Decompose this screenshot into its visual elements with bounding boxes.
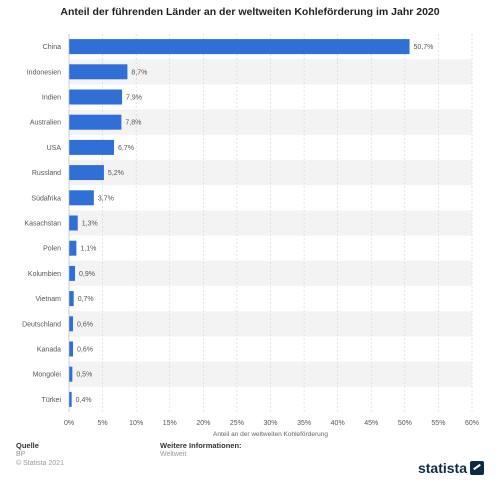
category-label: Deutschland	[22, 321, 61, 328]
x-tick-label: 20%	[196, 420, 210, 427]
row-band	[69, 160, 472, 186]
category-label: Südafrika	[31, 195, 61, 202]
bar-mongolei	[69, 366, 73, 382]
category-label: Mongolei	[33, 372, 62, 379]
source-heading: Quelle	[16, 441, 39, 450]
bar-polen	[69, 240, 77, 256]
bar-kolumbien	[69, 265, 76, 281]
statista-logo[interactable]: statista	[418, 460, 484, 476]
value-label: 7,8%	[125, 120, 141, 127]
value-label: 7,9%	[126, 95, 142, 102]
x-tick-label: 0%	[64, 420, 74, 427]
x-tick-label: 45%	[364, 420, 378, 427]
x-tick-label: 15%	[163, 420, 177, 427]
copyright: © Statista 2021	[16, 460, 64, 467]
x-tick-label: 30%	[263, 420, 277, 427]
value-label: 5,2%	[108, 170, 124, 177]
category-label: USA	[47, 145, 62, 152]
value-label: 0,9%	[79, 271, 95, 278]
info-heading: Weitere Informationen:	[160, 441, 242, 450]
bar-indonesien	[69, 64, 128, 80]
value-label: 8,7%	[131, 69, 147, 76]
value-label: 50,7%	[414, 44, 434, 51]
category-label: Kanada	[37, 347, 61, 354]
x-axis-title: Anteil an der weltweiten Kohleförderung	[213, 431, 328, 438]
row-band	[69, 260, 472, 286]
value-label: 0,6%	[77, 321, 93, 328]
bar-türkei	[69, 391, 72, 407]
x-tick-label: 55%	[431, 420, 445, 427]
category-label: China	[43, 44, 61, 51]
x-tick-label: 5%	[98, 420, 108, 427]
x-tick-label: 60%	[465, 420, 479, 427]
x-tick-label: 10%	[129, 420, 143, 427]
value-label: 0,4%	[76, 397, 92, 404]
bar-südafrika	[69, 190, 94, 206]
value-label: 0,6%	[77, 347, 93, 354]
value-label: 0,7%	[78, 296, 94, 303]
category-label: Kasachstan	[24, 221, 61, 228]
value-label: 6,7%	[118, 145, 134, 152]
category-label: Indonesien	[27, 69, 61, 76]
bar-chart: China 50,7% Indonesien 8,7% Indien 7,9% Austra…	[22, 34, 479, 438]
x-tick-label: 40%	[331, 420, 345, 427]
value-label: 1,1%	[80, 246, 96, 253]
bar-australien	[69, 114, 122, 130]
x-tick-label: 25%	[230, 420, 244, 427]
source-name: BP	[16, 451, 26, 458]
info-block: Weitere Informationen: Weltweit	[160, 441, 242, 459]
x-tick-label: 35%	[297, 420, 311, 427]
value-label: 0,5%	[76, 372, 92, 379]
value-label: 3,7%	[98, 195, 114, 202]
bar-vietnam	[69, 291, 74, 307]
bar-indien	[69, 89, 123, 105]
category-label: Vietnam	[35, 296, 61, 303]
category-label: Türkei	[42, 397, 62, 404]
category-label: Australien	[30, 120, 61, 127]
chart-title: Anteil der führenden Länder an der weltw…	[60, 6, 440, 18]
category-label: Russland	[32, 170, 61, 177]
source-block: Quelle BP © Statista 2021	[16, 441, 64, 468]
bar-usa	[69, 139, 115, 155]
bar-deutschland	[69, 316, 74, 332]
bar-russland	[69, 165, 104, 181]
category-label: Indien	[42, 95, 61, 102]
info-text: Weltweit	[160, 451, 187, 458]
value-label: 1,3%	[82, 221, 98, 228]
category-label: Polen	[43, 246, 61, 253]
bar-china	[69, 39, 410, 55]
x-tick-label: 50%	[398, 420, 412, 427]
statista-logo-icon	[470, 461, 484, 475]
category-label: Kolumbien	[28, 271, 61, 278]
logo-text: statista	[417, 460, 467, 476]
bar-kasachstan	[69, 215, 78, 231]
bar-kanada	[69, 341, 74, 357]
